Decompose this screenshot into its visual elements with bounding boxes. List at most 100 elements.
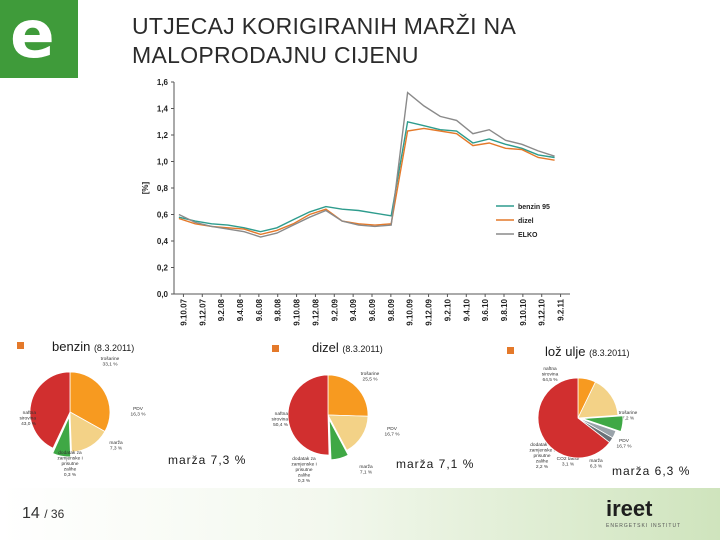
pie-slice <box>69 411 106 453</box>
pie-slice <box>327 374 369 417</box>
slice-label: sirovina <box>271 417 288 423</box>
bullet-benzin <box>17 342 24 349</box>
line-chart: 0,0 0,2 0,4 0,6 0,8 1,0 1,2 1,4 1,6 [%] 9.10.07 9.1… <box>141 78 570 326</box>
y-tick-label: 1,2 <box>157 131 169 140</box>
y-tick-label: 1,6 <box>157 78 169 87</box>
x-tick-label: 9.4.08 <box>236 298 245 321</box>
slice-value-label: 3,1 % <box>562 462 575 468</box>
legend-label: dizel <box>518 218 534 225</box>
y-tick-label: 0,4 <box>157 237 169 246</box>
margin-dizel: marža 7,1 % <box>396 457 475 471</box>
ireet-logo-text: ireet <box>606 496 653 521</box>
slice-value-label: 0,3 % <box>64 472 77 478</box>
pie-title-loz-ulje: lož ulje (8.3.2011) <box>545 344 630 359</box>
ireet-logo: ireet ENERGETSKI INSTITUT <box>606 496 681 529</box>
slice-value-label: 0,3 % <box>298 478 311 484</box>
slice-label: PDV <box>133 406 144 412</box>
slice-label: dodatak za <box>530 442 554 448</box>
pie-slice <box>577 381 619 419</box>
slice-label: CO2 takse <box>557 456 580 462</box>
x-tick-label: 9.12.09 <box>425 298 434 325</box>
slice-value-label: 7,3 % <box>110 446 123 452</box>
slice-value-label: 16,7 % <box>617 444 633 450</box>
x-tick-label: 9.12.07 <box>198 298 207 325</box>
slice-label: zamjenske i <box>57 456 82 462</box>
x-tick-label: 9.10.10 <box>519 298 528 325</box>
page-number: 14 / 36 <box>22 505 65 522</box>
slice-value-label: 16,7 % <box>385 432 401 438</box>
slice-label: PDV <box>619 438 630 444</box>
pie-title-benzin: benzin (8.3.2011) <box>52 339 135 354</box>
y-tick-label: 1,4 <box>157 105 169 114</box>
bullet-loz-ulje <box>507 347 514 354</box>
y-tick-label: 0,2 <box>157 264 169 273</box>
pie-slice <box>537 377 611 459</box>
slice-label: prisutne <box>295 467 312 473</box>
x-tick-label: 9.8.09 <box>387 298 396 321</box>
x-tick-label: 9.6.08 <box>255 298 264 321</box>
slice-value-label: 25,5 % <box>363 377 379 383</box>
x-tick-label: 9.10.08 <box>293 298 302 325</box>
bullet-dizel <box>272 345 279 352</box>
x-tick-label: 9.4.10 <box>462 298 471 321</box>
footer-band <box>0 488 720 540</box>
slice-label: dodatak za <box>292 456 316 462</box>
slice-value-label: 2,2 % <box>536 464 549 470</box>
series-line-0 <box>178 120 555 233</box>
slice-label: naftna <box>275 411 289 417</box>
x-tick-label: 9.4.09 <box>349 298 358 321</box>
slice-label: prisutne <box>533 453 550 459</box>
slice-value-label: 64,5 % <box>543 377 559 383</box>
slice-value-label: 6,3 % <box>590 464 603 470</box>
series-line-2 <box>178 91 555 238</box>
ireet-logo-sub: ENERGETSKI INSTITUT <box>606 523 681 529</box>
pie-slice <box>52 416 71 458</box>
x-tick-label: 9.2.09 <box>330 298 339 321</box>
x-tick-label: 9.2.10 <box>443 298 452 321</box>
slice-label: sirovina <box>542 372 559 378</box>
x-tick-label: 9.8.10 <box>500 298 509 321</box>
slice-label: marža <box>359 464 373 470</box>
slice-value-label: 7,1 % <box>360 470 373 476</box>
x-tick-label: 9.2.11 <box>557 298 566 320</box>
margin-loz-ulje: marža 6,3 % <box>612 464 691 478</box>
slide-title: UTJECAJ KORIGIRANIH MARŽI NA MALOPRODAJN… <box>132 13 515 68</box>
legend-label: ELKO <box>518 232 538 239</box>
pie-slice <box>287 374 330 456</box>
x-tick-label: 9.2.08 <box>217 298 226 321</box>
slice-label: trošarine <box>361 371 380 377</box>
slice-label: trošarine <box>101 356 120 362</box>
x-tick-label: 9.6.10 <box>481 298 490 321</box>
y-tick-label: 1,0 <box>157 158 169 167</box>
slice-value-label: 33,1 % <box>103 362 119 368</box>
energy-e-logo: e <box>0 0 78 78</box>
pie-title-dizel: dizel (8.3.2011) <box>312 340 383 355</box>
slice-value-label: 50,4 % <box>273 422 289 428</box>
pie-slice <box>582 415 624 432</box>
slice-label: naftna <box>543 366 557 372</box>
y-tick-label: 0,8 <box>157 184 169 193</box>
margin-benzin: marža 7,3 % <box>168 453 247 467</box>
y-tick-label: 0,0 <box>157 290 169 299</box>
legend-label: benzin 95 <box>518 204 550 211</box>
slice-label: zalihe <box>536 459 549 465</box>
slice-label: marža <box>109 440 123 446</box>
x-tick-label: 9.12.08 <box>311 298 320 325</box>
y-tick-label: 0,6 <box>157 211 169 220</box>
slice-label: trošarine <box>619 410 638 416</box>
slice-label: marža <box>589 458 603 464</box>
slice-value-label: 16,3 % <box>131 412 147 418</box>
x-tick-label: 9.8.08 <box>274 298 283 321</box>
slice-label: naftna <box>23 410 37 416</box>
x-tick-label: 9.10.09 <box>406 298 415 325</box>
slice-label: zamjenske i <box>529 448 554 454</box>
slice-value-label: 43,0 % <box>21 421 37 427</box>
x-tick-label: 9.6.09 <box>368 298 377 321</box>
series-line-1 <box>178 127 555 236</box>
slice-label: sirovina <box>19 416 36 422</box>
logo-letter: e <box>10 0 55 73</box>
x-tick-label: 9.12.10 <box>538 298 547 325</box>
slice-label: zalihe <box>298 473 311 479</box>
